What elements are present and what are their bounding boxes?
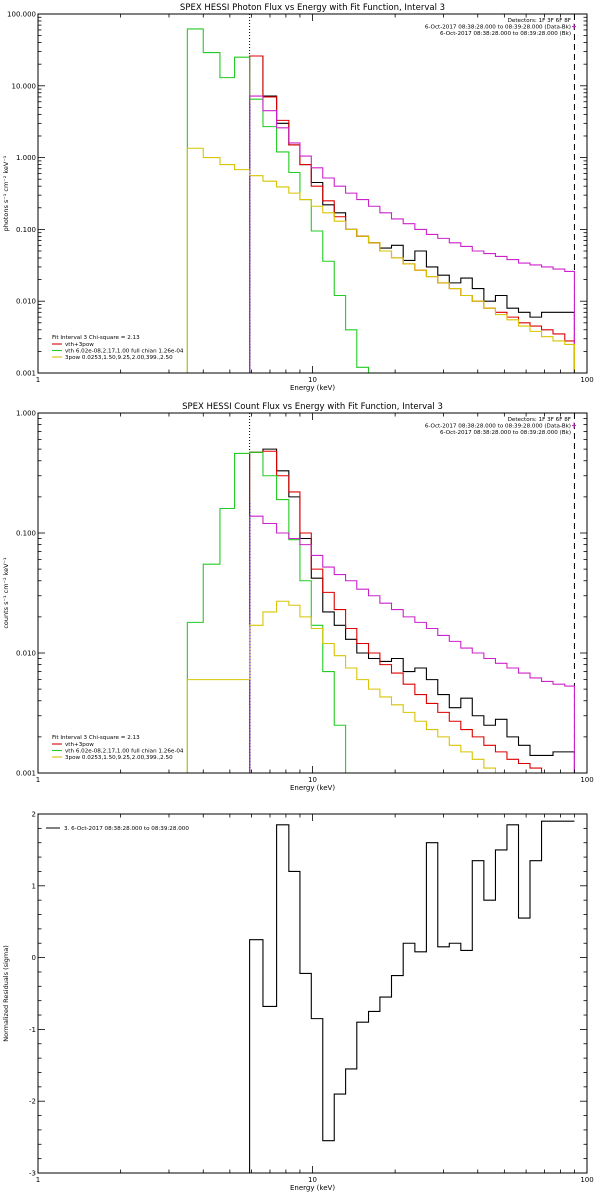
- y-tick-label: 0.010: [16, 298, 36, 306]
- y-tick-label: -2: [29, 1098, 36, 1106]
- legend-entry: 3pow 0.0253,1.50,9.25,2.00,399.,2.50: [65, 355, 173, 361]
- plot-frame: [37, 813, 588, 1174]
- x-tick-label: 1: [36, 376, 40, 384]
- series-group: [186, 14, 575, 373]
- series-line-red: [249, 450, 575, 773]
- detector-info-line: Detectors: 1F 3F 6F 8F: [508, 417, 571, 423]
- y-tick-label: 0.100: [16, 530, 36, 538]
- legend-title: Fit Interval 3 Chi-square = 2.13: [52, 735, 140, 741]
- x-tick-label: 10: [308, 776, 317, 784]
- y-tick-label: 0.010: [16, 650, 36, 658]
- chart-panel-2: SPEX HESSI Count Flux vs Energy with Fit…: [2, 402, 594, 792]
- detector-info-line: Detectors: 1F 3F 6F 8F: [508, 18, 571, 24]
- legend-entry: vth+3pow: [65, 342, 94, 348]
- series-line-magenta: [249, 95, 575, 373]
- chart-panel-1: SPEX HESSI Photon Flux vs Energy with Fi…: [2, 3, 594, 392]
- x-tick-label: 1: [36, 1176, 40, 1184]
- x-axis-label: Energy (keV): [290, 384, 335, 392]
- series-line-black: [249, 55, 575, 373]
- y-tick-label: 100.000: [7, 11, 36, 19]
- y-tick-label: -3: [29, 1170, 36, 1178]
- legend-title: Fit Interval 3 Chi-square = 2.13: [52, 335, 140, 341]
- y-tick-label: 1.000: [16, 410, 36, 418]
- x-tick-label: 10: [308, 376, 317, 384]
- legend-entry: 3. 6-Oct-2017 08:38:28.000 to 08:39:28.0…: [64, 826, 189, 832]
- x-axis-label: Energy (keV): [290, 784, 335, 792]
- detector-info-line: 6-Oct-2017 08:38:28.000 to 08:39:28.000 …: [440, 31, 571, 37]
- detector-info-line: 6-Oct-2017 08:38:28.000 to 08:39:28.000 …: [425, 25, 571, 31]
- y-tick-label: 10.000: [12, 82, 37, 90]
- chart-title: SPEX HESSI Count Flux vs Energy with Fit…: [182, 402, 443, 412]
- y-tick-label: 2: [32, 811, 36, 819]
- series-line-green: [186, 451, 357, 773]
- y-tick-label: 0: [32, 954, 36, 962]
- legend-entry: vth+3pow: [65, 742, 94, 748]
- x-tick-label: 100: [580, 776, 593, 784]
- y-tick-label: 0.001: [16, 770, 36, 778]
- y-tick-label: 1: [32, 882, 36, 890]
- y-tick-label: 0.100: [16, 226, 36, 234]
- x-tick-label: 1: [36, 776, 40, 784]
- series-line-yellow: [186, 600, 507, 773]
- chart-title: SPEX HESSI Photon Flux vs Energy with Fi…: [180, 3, 445, 13]
- legend-entry: 3pow 0.0253,1.50,9.25,2.00,399.,2.50: [65, 755, 173, 761]
- x-tick-label: 100: [580, 1176, 593, 1184]
- series-line-red: [249, 55, 575, 373]
- x-axis-label: Energy (keV): [290, 1184, 335, 1192]
- series-group: [186, 413, 575, 773]
- y-axis-label: counts s⁻¹ cm⁻² keV⁻¹: [2, 557, 10, 629]
- series-line-black: [249, 820, 575, 1173]
- legend-entry: vth 6.02e-08,2.17,1.00 full chian 1.26e-…: [65, 349, 184, 355]
- chart-panel-3: 1 10 100 Energy (keV) -3 -2 -1 0 1 2 Normalized Re…: [2, 811, 594, 1193]
- series-line-green: [186, 28, 380, 373]
- y-tick-label: -1: [29, 1026, 36, 1034]
- y-tick-label: 1.000: [16, 154, 36, 162]
- series-group: [249, 820, 575, 1173]
- x-tick-label: 100: [580, 376, 593, 384]
- series-line-magenta: [249, 515, 575, 773]
- detector-info-line: 6-Oct-2017 08:38:28.000 to 08:39:28.000 …: [440, 430, 571, 436]
- series-line-black: [249, 448, 575, 773]
- y-axis-label: Normalized Residuals (sigma): [2, 945, 10, 1042]
- detector-info-line: 6-Oct-2017 08:38:28.000 to 08:39:28.000 …: [425, 424, 571, 430]
- legend-entry: vth 6.02e-08,2.17,1.00 full chian 1.26e-…: [65, 749, 184, 755]
- y-axis-label: photons s⁻¹ cm⁻² keV⁻¹: [2, 155, 10, 231]
- series-line-yellow: [186, 147, 575, 373]
- plot-frame: [37, 13, 588, 374]
- x-tick-label: 10: [308, 1176, 317, 1184]
- y-tick-label: 0.001: [16, 370, 36, 378]
